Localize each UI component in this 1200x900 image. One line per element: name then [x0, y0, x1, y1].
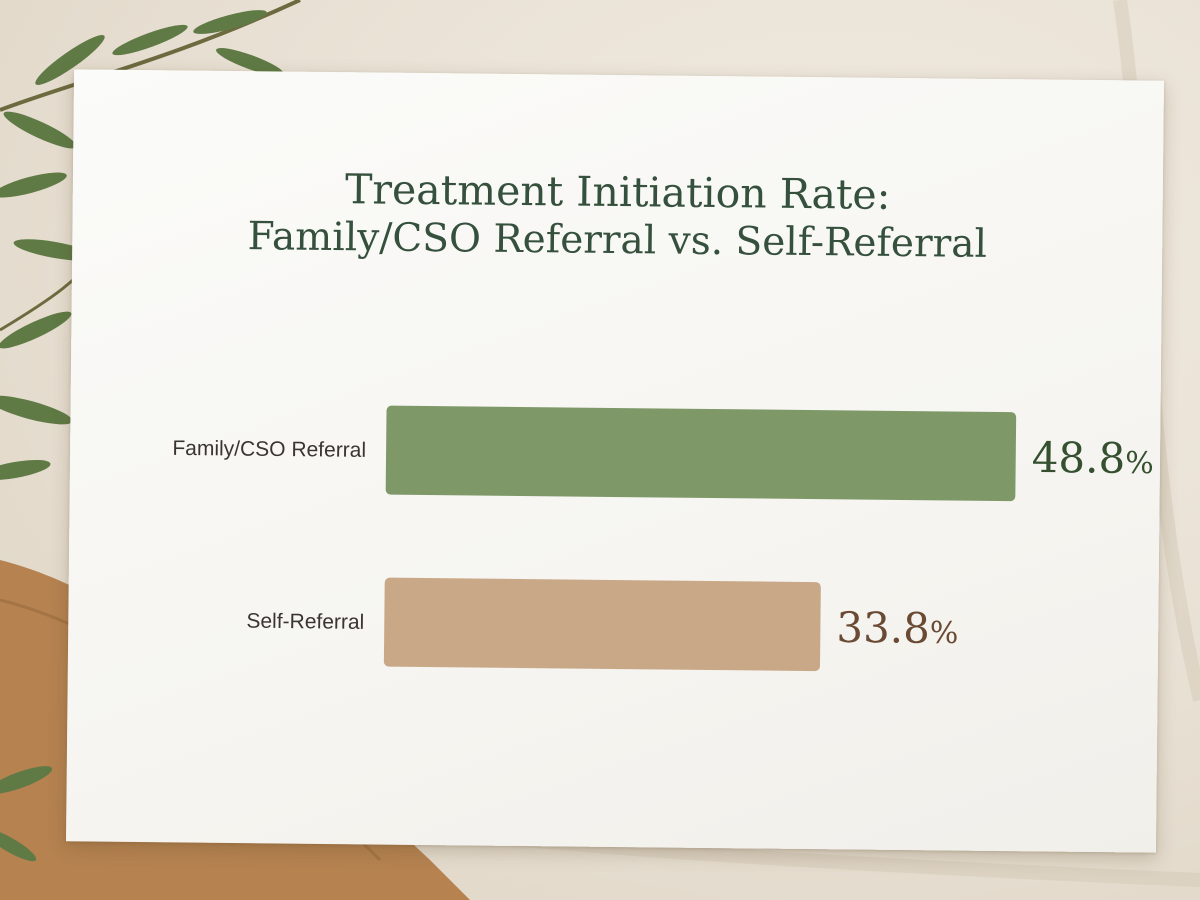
data-label: 48.8%: [1031, 433, 1154, 483]
bar-chart: Family/CSO Referral 48.8% Self-Referral 33.…: [172, 405, 1154, 672]
bar: [385, 405, 1017, 502]
data-label: 33.8%: [836, 603, 959, 653]
category-label: Self-Referral: [246, 610, 364, 634]
category-label: Family/CSO Referral: [172, 437, 366, 462]
olive-branch: [0, 0, 301, 862]
chart-card: Treatment Initiation Rate: Family/CSO Re…: [65, 69, 1165, 853]
bar: [383, 577, 821, 672]
